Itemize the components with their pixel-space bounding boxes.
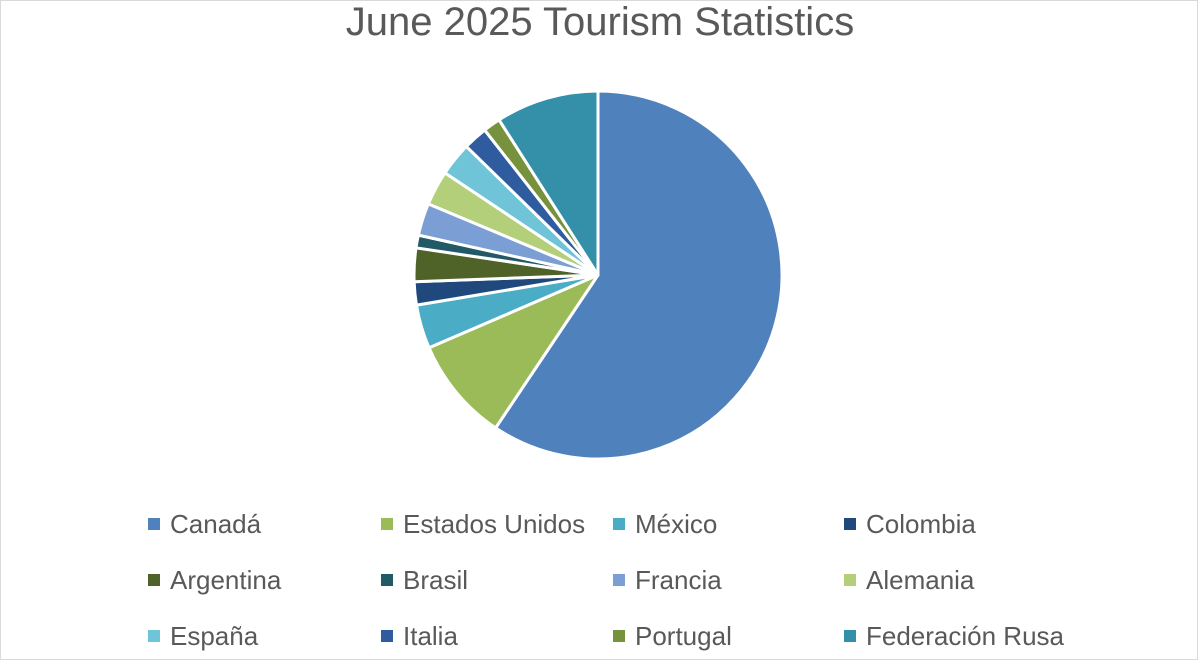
legend-swatch <box>613 518 625 530</box>
legend-label: Estados Unidos <box>403 508 586 539</box>
legend-label: Portugal <box>635 620 732 651</box>
legend-swatch <box>844 574 856 586</box>
legend-swatch <box>613 574 625 586</box>
legend-item: Canadá <box>148 500 261 548</box>
legend-item: Colombia <box>844 500 976 548</box>
legend-label: Federación Rusa <box>866 620 1064 651</box>
legend-swatch <box>148 630 160 642</box>
legend-label: Francia <box>635 564 722 595</box>
legend-label: Colombia <box>866 508 976 539</box>
legend-label: Argentina <box>170 564 282 595</box>
legend-item: Francia <box>613 556 722 604</box>
legend-item: Alemania <box>844 556 974 604</box>
pie-slice-11 <box>497 89 600 277</box>
legend-item: España <box>148 612 258 660</box>
legend-item: Estados Unidos <box>381 500 585 548</box>
legend-item: Portugal <box>613 612 732 660</box>
legend-swatch <box>148 574 160 586</box>
legend-swatch <box>844 630 856 642</box>
legend-label: Canadá <box>170 508 262 539</box>
legend-swatch <box>148 518 160 530</box>
legend-swatch <box>844 518 856 530</box>
legend-label: Brasil <box>403 564 469 595</box>
legend-label: Italia <box>403 620 458 651</box>
legend-item: Brasil <box>381 556 468 604</box>
legend-label: España <box>170 620 259 651</box>
pie-slice-1 <box>427 273 600 430</box>
legend-swatch <box>381 630 393 642</box>
legend-item: México <box>613 500 717 548</box>
legend-label: México <box>635 508 718 539</box>
legend-item: Federación Rusa <box>844 612 1064 660</box>
legend-item: Italia <box>381 612 458 660</box>
legend-swatch <box>381 518 393 530</box>
legend-swatch <box>613 630 625 642</box>
legend-swatch <box>381 574 393 586</box>
pie-slice-0 <box>494 89 784 461</box>
legend-item: Argentina <box>148 556 281 604</box>
legend-label: Alemania <box>866 564 975 595</box>
chart-title: June 2025 Tourism Statistics <box>345 0 855 44</box>
